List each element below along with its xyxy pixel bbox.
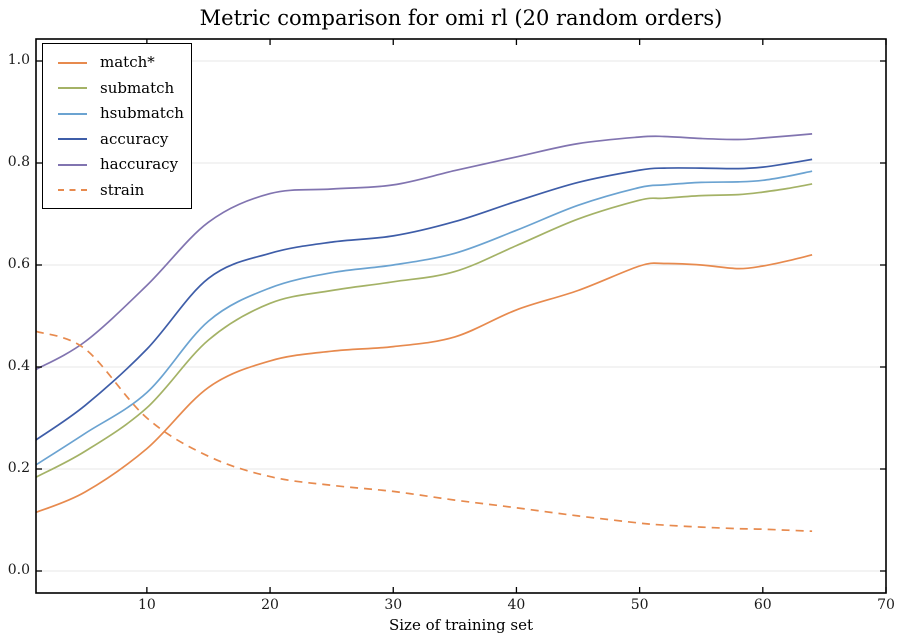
series-line-haccuracy (36, 133, 813, 371)
series-line-accuracy (36, 158, 813, 441)
legend-label: match* (100, 53, 155, 72)
x-tick-label: 30 (384, 597, 403, 613)
series-line-strain (36, 330, 813, 533)
legend-label: hsubmatch (100, 104, 184, 123)
x-tick-label: 40 (507, 597, 526, 613)
legend-swatch-dashed-line (58, 189, 87, 192)
series-line-submatch (36, 183, 813, 478)
y-tick-label: 0.6 (7, 256, 30, 272)
legend-swatch-solid-line (58, 138, 87, 141)
legend-label: haccuracy (100, 155, 179, 174)
axes-frame (35, 38, 887, 594)
chart-title: Metric comparison for omi rl (20 random … (199, 6, 723, 30)
x-tick-label: 50 (630, 597, 649, 613)
legend-swatch-solid-line (58, 112, 87, 115)
y-tick-label: 0.0 (7, 562, 30, 578)
series-line-hsubmatch (36, 170, 813, 466)
x-tick-label: 20 (261, 597, 279, 613)
legend-item-strain: strain (43, 178, 191, 204)
legend-item-hsubmatch: hsubmatch (43, 101, 191, 127)
x-axis-label: Size of training set (388, 616, 533, 634)
legend-item-submatch: submatch (43, 76, 191, 102)
legend-swatch-solid-line (58, 61, 87, 64)
y-tick-label: 0.2 (7, 460, 30, 476)
legend-item-haccuracy: haccuracy (43, 152, 191, 178)
x-tick-label: 10 (137, 597, 156, 613)
x-tick-label: 70 (877, 597, 895, 613)
legend-item-accuracy: accuracy (43, 127, 191, 153)
y-tick-label: 1.0 (7, 52, 30, 68)
legend-swatch-solid-line (58, 87, 87, 90)
series-line-match (36, 253, 813, 514)
legend-item-match: match* (43, 50, 191, 76)
legend-label: strain (100, 180, 145, 199)
y-tick-label: 0.4 (7, 358, 30, 374)
x-tick-label: 60 (753, 597, 772, 613)
legend: match* submatch hsubmatch accuracy haccuracy… (42, 43, 192, 209)
legend-swatch-solid-line (58, 163, 87, 166)
legend-label: accuracy (100, 129, 169, 148)
y-tick-label: 0.8 (7, 154, 30, 170)
legend-label: submatch (100, 78, 175, 97)
